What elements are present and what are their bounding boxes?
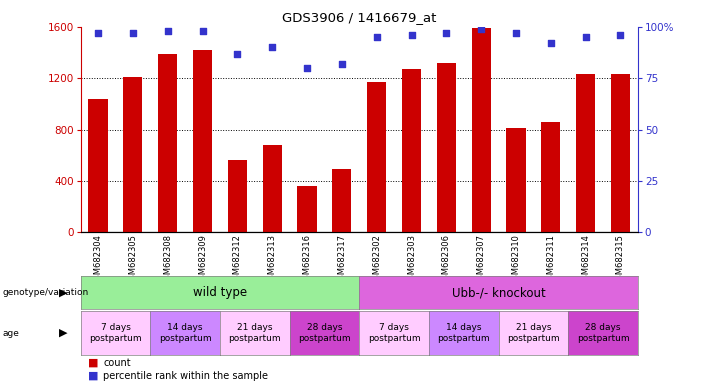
Text: genotype/variation: genotype/variation [2,288,88,297]
Point [510,30,522,36]
Bar [193,50,212,232]
Text: 7 days
postpartum: 7 days postpartum [368,323,421,343]
Point [162,28,173,34]
Bar [123,77,142,232]
Text: ■: ■ [88,358,98,368]
Bar [472,28,491,232]
Bar [228,161,247,232]
Point [336,61,348,67]
Point [232,51,243,57]
Text: 14 days
postpartum: 14 days postpartum [159,323,212,343]
Bar [437,63,456,232]
Text: age: age [2,329,19,338]
Text: ▶: ▶ [59,328,67,338]
Point [406,32,417,38]
Bar [402,69,421,232]
Text: percentile rank within the sample: percentile rank within the sample [103,371,268,381]
Bar [158,54,177,232]
Bar [576,74,595,232]
Text: Ubb-/- knockout: Ubb-/- knockout [451,286,545,299]
Point [615,32,626,38]
Text: ■: ■ [88,371,98,381]
Title: GDS3906 / 1416679_at: GDS3906 / 1416679_at [282,11,437,24]
Bar [506,128,526,232]
Point [266,44,278,50]
Bar [88,99,108,232]
Point [371,34,382,40]
Text: 21 days
postpartum: 21 days postpartum [229,323,281,343]
Bar [332,169,351,232]
Point [197,28,208,34]
Point [128,30,139,36]
Point [475,26,486,32]
Text: 7 days
postpartum: 7 days postpartum [89,323,142,343]
Bar [367,82,386,232]
Point [301,65,313,71]
Text: 28 days
postpartum: 28 days postpartum [577,323,629,343]
Bar [541,122,560,232]
Bar [263,145,282,232]
Point [580,34,591,40]
Text: 14 days
postpartum: 14 days postpartum [437,323,490,343]
Text: count: count [103,358,130,368]
Text: ▶: ▶ [59,288,67,298]
Text: 21 days
postpartum: 21 days postpartum [507,323,559,343]
Text: 28 days
postpartum: 28 days postpartum [298,323,350,343]
Text: wild type: wild type [193,286,247,299]
Bar [611,74,630,232]
Point [441,30,452,36]
Point [93,30,104,36]
Point [545,40,557,46]
Bar [297,186,317,232]
